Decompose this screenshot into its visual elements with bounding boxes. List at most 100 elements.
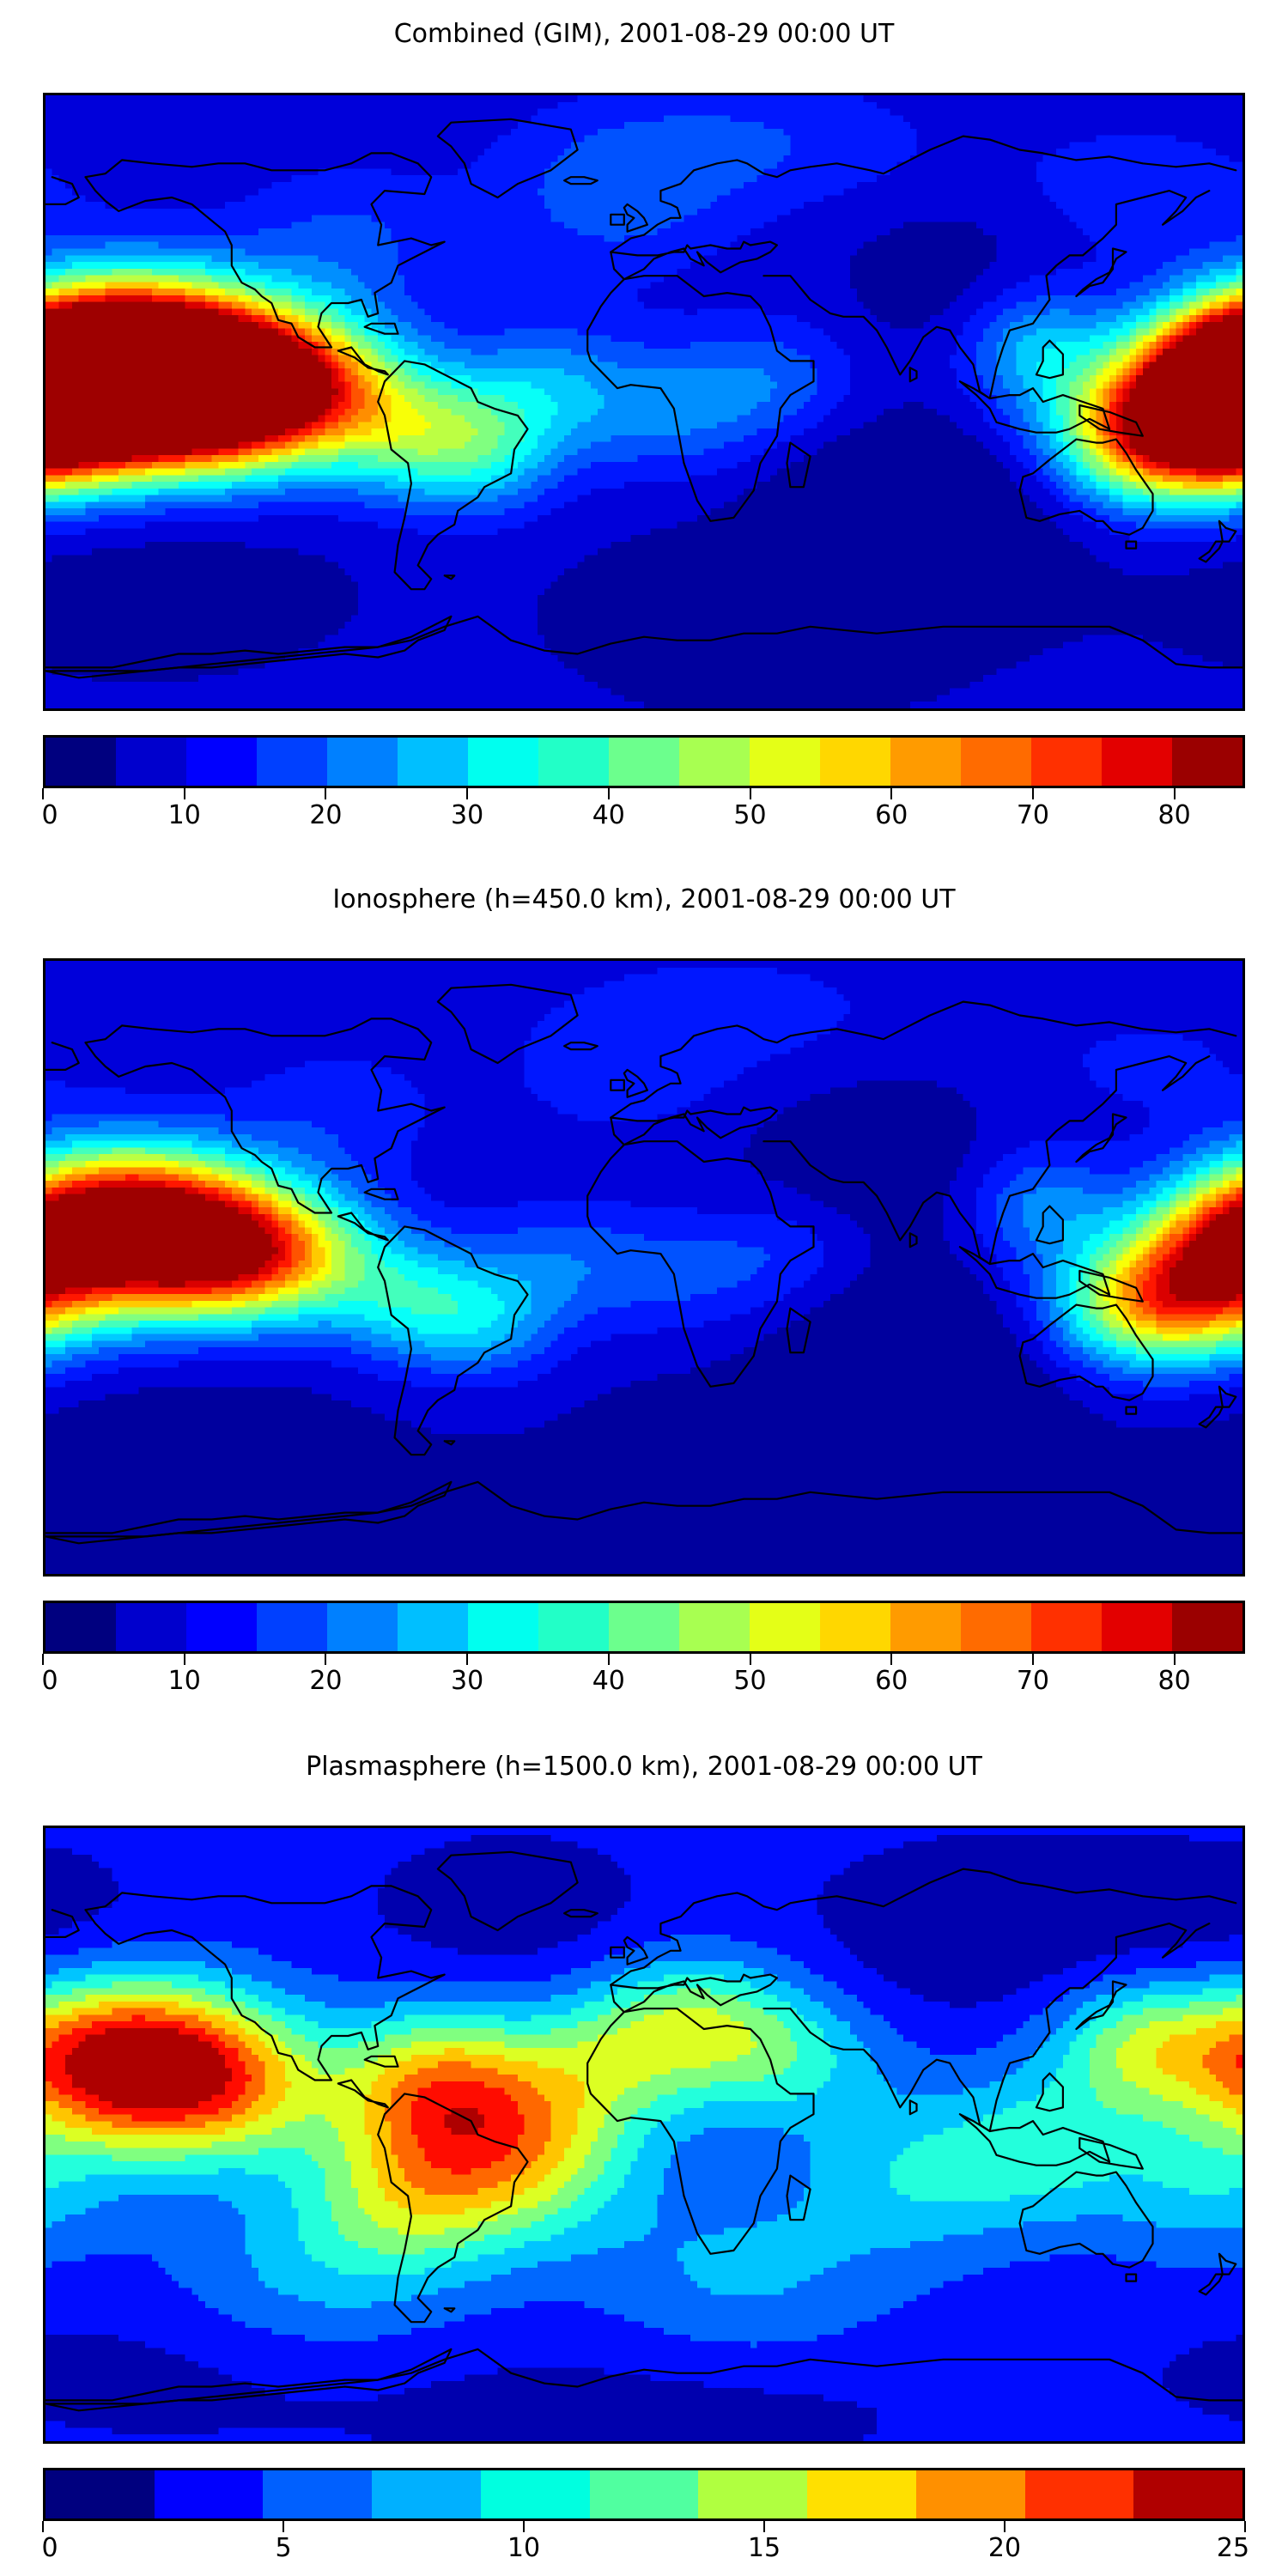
colorbar-segment [1031,1603,1102,1651]
colorbar-tick-label: 25 [1216,2533,1250,2563]
coastlines [46,1850,1242,2412]
colorbar-segment [679,1603,750,1651]
colorbar-segment [1172,738,1242,786]
colorbar-segment [961,738,1031,786]
colorbar-tick-label: 40 [592,800,625,830]
colorbar-segment [257,1603,327,1651]
colorbar-tick-mark [183,788,185,799]
map-ionosphere [43,958,1245,1577]
colorbar-tick-label: 30 [451,800,484,830]
colorbar-tick-mark [183,1654,185,1665]
colorbar-ticks-plasmasphere: 0 5 10 15 20 25 [41,2521,1249,2573]
map-plasmasphere [43,1826,1245,2444]
colorbar-tick-mark [42,788,44,799]
colorbar-segment [372,2470,481,2518]
colorbar-combined-gim: 0 10 20 30 40 50 60 70 80 [41,735,1245,840]
colorbar-segment [263,2470,373,2518]
colorbar-ticks-combined-gim: 0 10 20 30 40 50 60 70 80 [41,788,1245,840]
colorbar-tick-mark [325,1654,327,1665]
colorbar-segment [257,738,327,786]
colorbar-segment [915,2470,1025,2518]
colorbar-tick-label: 20 [309,1666,343,1696]
colorbar-segment [398,738,468,786]
colorbar-tick-mark [466,1654,469,1665]
colorbar-tick-label: 50 [733,800,767,830]
colorbar-segment [116,738,186,786]
colorbar-plasmasphere: 0 5 10 15 20 25 [41,2468,1249,2573]
colorbar-tick-label: 20 [987,2533,1022,2563]
colorbar-tick-label: 10 [167,1666,201,1696]
colorbar-tick-label: 50 [733,1666,767,1696]
colorbar-segment [1133,2470,1242,2518]
colorbar-tick-mark [749,1654,751,1665]
colorbar-tick-label: 80 [1157,800,1191,830]
colorbar-tick-label: 0 [41,1666,58,1696]
colorbar-segment [1172,1603,1242,1651]
colorbar-tick-label: 15 [747,2533,781,2563]
colorbar-segment [1102,1603,1172,1651]
colorbar-segment [46,2470,155,2518]
panel-ionosphere: Ionosphere (h=450.0 km), 2001-08-29 00:0… [0,859,1288,1726]
colorbar-tick-label: 60 [875,800,908,830]
map-contour-svg [46,961,1242,1574]
colorbar-segment [961,1603,1031,1651]
colorbar-segment [890,738,961,786]
colorbar-tick-label: 70 [1016,800,1050,830]
colorbar-tick-mark [890,788,893,799]
map-combined-gim [43,93,1245,711]
colorbar-segment [538,738,609,786]
colorbar-segment [750,738,820,786]
colorbar-segment [46,738,116,786]
colorbar-segment [468,738,538,786]
colorbar-ionosphere: 0 10 20 30 40 50 60 70 80 [41,1601,1245,1704]
colorbar-tick-mark [42,1654,44,1665]
colorbar-segment [820,1603,890,1651]
colorbar-tick-label: 20 [309,800,343,830]
colorbar-gradient-combined-gim [43,735,1245,788]
colorbar-tick-label: 5 [275,2533,292,2563]
colorbar-segment [327,738,398,786]
colorbar-segment [1102,738,1172,786]
colorbar-tick-mark [523,2521,525,2532]
colorbar-tick-mark [607,1654,610,1665]
colorbar-tick-mark [1031,788,1034,799]
colorbar-tick-label: 70 [1016,1666,1050,1696]
panel-title-combined-gim: Combined (GIM), 2001-08-29 00:00 UT [393,19,895,49]
colorbar-tick-mark [1031,1654,1034,1665]
colorbar-segment [116,1603,186,1651]
colorbar-tick-label: 10 [167,800,201,830]
colorbar-tick-label: 0 [41,800,58,830]
coastlines [46,983,1242,1545]
map-contour-svg [46,95,1242,708]
colorbar-tick-mark [1173,1654,1176,1665]
colorbar-tick-label: 40 [592,1666,625,1696]
panel-combined-gim: Combined (GIM), 2001-08-29 00:00 UT 0 10 2… [0,0,1288,859]
contour-fill [46,95,1242,708]
colorbar-segment [468,1603,538,1651]
colorbar-segment [589,2470,699,2518]
colorbar-segment [46,1603,116,1651]
colorbar-tick-label: 10 [507,2533,541,2563]
colorbar-segment [698,2470,808,2518]
colorbar-gradient-plasmasphere [43,2468,1245,2521]
colorbar-segment [398,1603,468,1651]
colorbar-tick-mark [749,788,751,799]
coastlines [46,118,1242,679]
colorbar-tick-mark [42,2521,44,2532]
colorbar-gradient-ionosphere [43,1601,1245,1654]
colorbar-tick-label: 30 [451,1666,484,1696]
colorbar-tick-mark [890,1654,893,1665]
colorbar-segment [609,738,679,786]
colorbar-segment [820,738,890,786]
colorbar-segment [679,738,750,786]
colorbar-segment [1031,738,1102,786]
contour-fill [46,961,1242,1574]
colorbar-tick-label: 0 [41,2533,58,2563]
colorbar-tick-mark [1244,2521,1246,2532]
colorbar-segment [480,2470,590,2518]
colorbar-tick-mark [325,788,327,799]
colorbar-tick-label: 60 [875,1666,908,1696]
colorbar-segment [538,1603,609,1651]
colorbar-tick-mark [466,788,469,799]
panel-title-plasmasphere: Plasmasphere (h=1500.0 km), 2001-08-29 0… [306,1752,982,1782]
